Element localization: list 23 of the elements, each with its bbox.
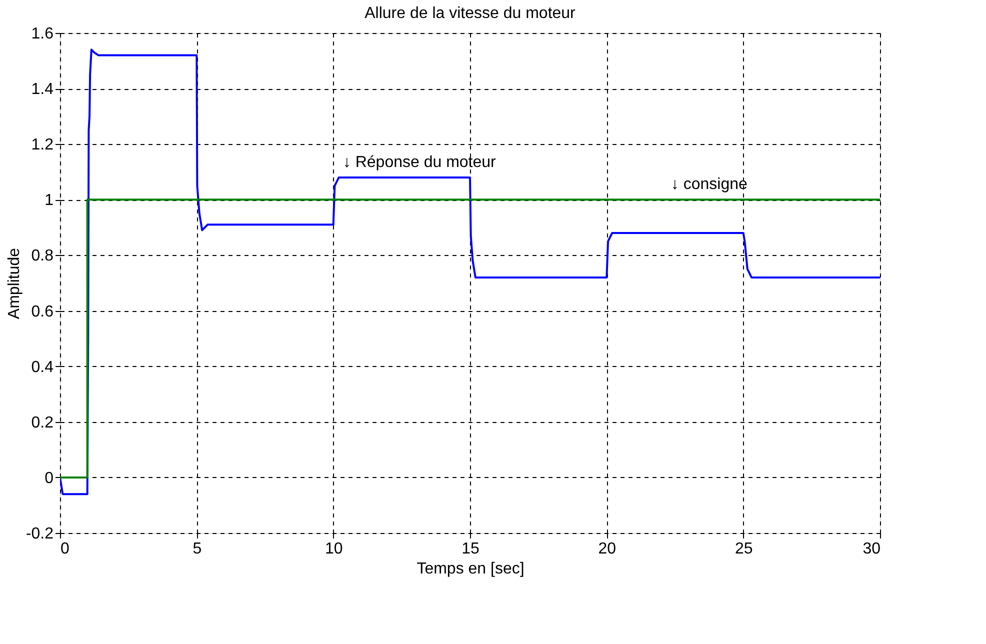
x-tick-label: 5 [192,540,202,558]
annotation: ↓ consigne [670,176,748,193]
y-tick-label: 1 [44,192,54,210]
line-series [60,48,880,496]
x-tick-label: 20 [598,540,616,558]
x-tick-label: 10 [324,540,343,558]
chart-title: Allure de la vitesse du moteur [364,5,576,22]
x-tick-label: 0 [60,540,70,558]
y-tick-label: 1.6 [31,26,54,42]
y-tick-label: 0.8 [31,248,54,265]
y-tick-label: 0.2 [31,414,54,432]
y-axis-title: Amplitude [6,248,23,320]
y-tick-label: 0.6 [31,303,54,320]
x-axis-title: Temps en [sec] [416,560,524,578]
y-tick-label: 1.2 [31,136,54,154]
y-tick-label: -0.2 [26,526,54,542]
x-tick-label: 15 [462,540,480,558]
y-tick-label: 0 [44,470,54,487]
x-tick-label: 25 [734,540,753,558]
y-tick-label: 0.4 [31,358,54,376]
annotation: ↓ Réponse du moteur [342,154,497,171]
y-tick-label: 1.4 [31,81,54,98]
x-tick-label: 30 [862,540,881,558]
